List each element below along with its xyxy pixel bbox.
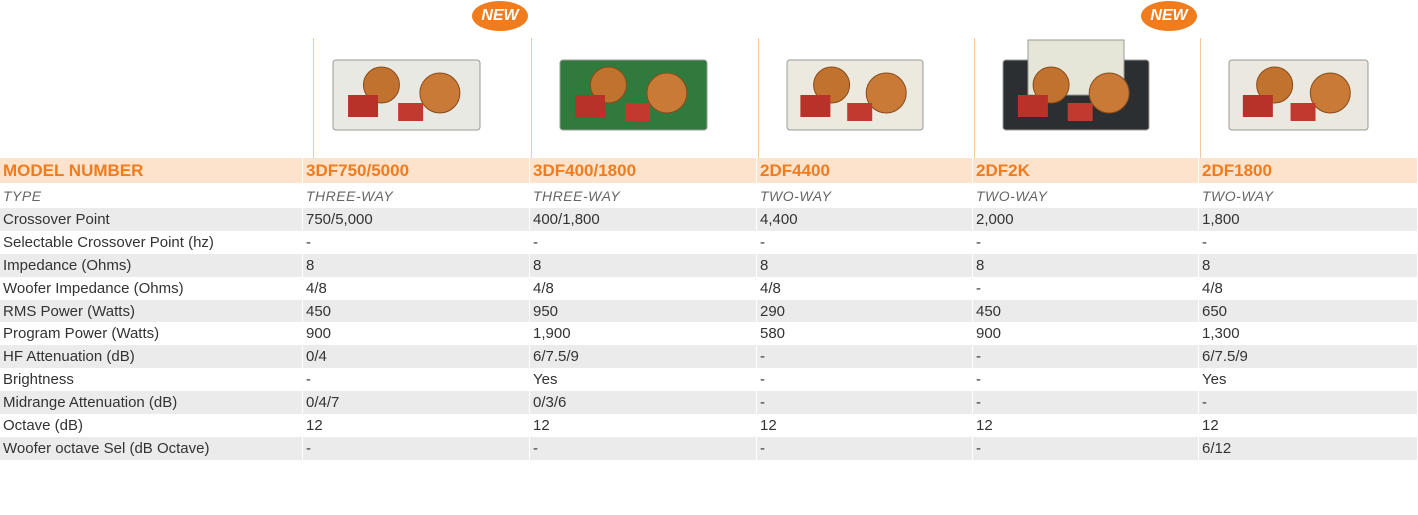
spec-value: 580 bbox=[757, 323, 973, 346]
spec-value: 8 bbox=[303, 254, 530, 277]
column-divider bbox=[758, 38, 759, 158]
spec-value: Yes bbox=[530, 368, 757, 391]
model-number: 3DF750/5000 bbox=[303, 158, 530, 183]
product-type: TWO-WAY bbox=[757, 183, 973, 208]
spec-value: 12 bbox=[757, 414, 973, 437]
column-divider bbox=[531, 38, 532, 158]
spec-value: - bbox=[757, 437, 973, 460]
new-badge: NEW bbox=[1141, 1, 1197, 31]
spec-value: - bbox=[1199, 231, 1418, 254]
row-label: Woofer Impedance (Ohms) bbox=[0, 277, 303, 300]
model-number: 3DF400/1800 bbox=[530, 158, 757, 183]
spec-value: - bbox=[973, 391, 1199, 414]
row-label: RMS Power (Watts) bbox=[0, 300, 303, 323]
spec-value: - bbox=[757, 345, 973, 368]
spec-value: - bbox=[973, 368, 1199, 391]
column-divider bbox=[974, 38, 975, 158]
type-label: TYPE bbox=[0, 183, 303, 208]
row-label: Brightness bbox=[0, 368, 303, 391]
product-image bbox=[993, 35, 1189, 145]
product-type: TWO-WAY bbox=[1199, 183, 1418, 208]
spec-value: - bbox=[303, 231, 530, 254]
spec-value: 8 bbox=[757, 254, 973, 277]
spec-value: Yes bbox=[1199, 368, 1418, 391]
spec-value: 4/8 bbox=[530, 277, 757, 300]
model-number: 2DF1800 bbox=[1199, 158, 1418, 183]
spec-table: NEW NEW MODEL NUMBER3DF750/50003DF400/1800… bbox=[0, 0, 1418, 515]
spec-value: 450 bbox=[973, 300, 1199, 323]
product-image bbox=[550, 35, 747, 145]
spec-value: 6/12 bbox=[1199, 437, 1418, 460]
spec-value: 900 bbox=[303, 323, 530, 346]
spec-value: 8 bbox=[530, 254, 757, 277]
row-label: Woofer octave Sel (dB Octave) bbox=[0, 437, 303, 460]
spec-value: 0/4 bbox=[303, 345, 530, 368]
spec-value: 4/8 bbox=[757, 277, 973, 300]
spec-value: 650 bbox=[1199, 300, 1418, 323]
spec-value: 4/8 bbox=[303, 277, 530, 300]
row-label: Crossover Point bbox=[0, 208, 303, 231]
spec-value: 8 bbox=[973, 254, 1199, 277]
model-number: 2DF2K bbox=[973, 158, 1199, 183]
spec-value: 12 bbox=[1199, 414, 1418, 437]
header-label: MODEL NUMBER bbox=[0, 158, 303, 183]
spec-value: - bbox=[757, 368, 973, 391]
column-divider bbox=[313, 38, 314, 158]
spec-value: - bbox=[530, 231, 757, 254]
spec-value: 1,900 bbox=[530, 323, 757, 346]
spec-value: 6/7.5/9 bbox=[1199, 345, 1418, 368]
spec-value: - bbox=[757, 391, 973, 414]
spec-value: 2,000 bbox=[973, 208, 1199, 231]
spec-value: 12 bbox=[530, 414, 757, 437]
spec-value: 12 bbox=[303, 414, 530, 437]
spec-value: - bbox=[757, 231, 973, 254]
spec-value: 1,800 bbox=[1199, 208, 1418, 231]
product-type: THREE-WAY bbox=[303, 183, 530, 208]
row-label: Octave (dB) bbox=[0, 414, 303, 437]
column-divider bbox=[1200, 38, 1201, 158]
spec-value: 400/1,800 bbox=[530, 208, 757, 231]
spec-value: - bbox=[973, 231, 1199, 254]
spec-value: 12 bbox=[973, 414, 1199, 437]
spec-value: 750/5,000 bbox=[303, 208, 530, 231]
spec-value: 0/4/7 bbox=[303, 391, 530, 414]
spec-value: - bbox=[973, 345, 1199, 368]
spec-value: - bbox=[973, 277, 1199, 300]
spec-value: - bbox=[530, 437, 757, 460]
spec-value: 8 bbox=[1199, 254, 1418, 277]
model-number: 2DF4400 bbox=[757, 158, 973, 183]
product-type: TWO-WAY bbox=[973, 183, 1199, 208]
spec-value: 4,400 bbox=[757, 208, 973, 231]
spec-value: 6/7.5/9 bbox=[530, 345, 757, 368]
row-label: HF Attenuation (dB) bbox=[0, 345, 303, 368]
spec-value: - bbox=[1199, 391, 1418, 414]
row-label: Midrange Attenuation (dB) bbox=[0, 391, 303, 414]
spec-value: 0/3/6 bbox=[530, 391, 757, 414]
product-image bbox=[323, 35, 520, 145]
row-label: Program Power (Watts) bbox=[0, 323, 303, 346]
spec-value: 290 bbox=[757, 300, 973, 323]
spec-value: 450 bbox=[303, 300, 530, 323]
spec-value: 4/8 bbox=[1199, 277, 1418, 300]
product-type: THREE-WAY bbox=[530, 183, 757, 208]
spec-value: - bbox=[303, 368, 530, 391]
row-label: Selectable Crossover Point (hz) bbox=[0, 231, 303, 254]
new-badge: NEW bbox=[472, 1, 528, 31]
row-label: Impedance (Ohms) bbox=[0, 254, 303, 277]
spec-value: 900 bbox=[973, 323, 1199, 346]
spec-value: - bbox=[303, 437, 530, 460]
spec-value: 1,300 bbox=[1199, 323, 1418, 346]
spec-value: 950 bbox=[530, 300, 757, 323]
product-image bbox=[777, 35, 963, 145]
product-image bbox=[1219, 35, 1408, 145]
spec-value: - bbox=[973, 437, 1199, 460]
